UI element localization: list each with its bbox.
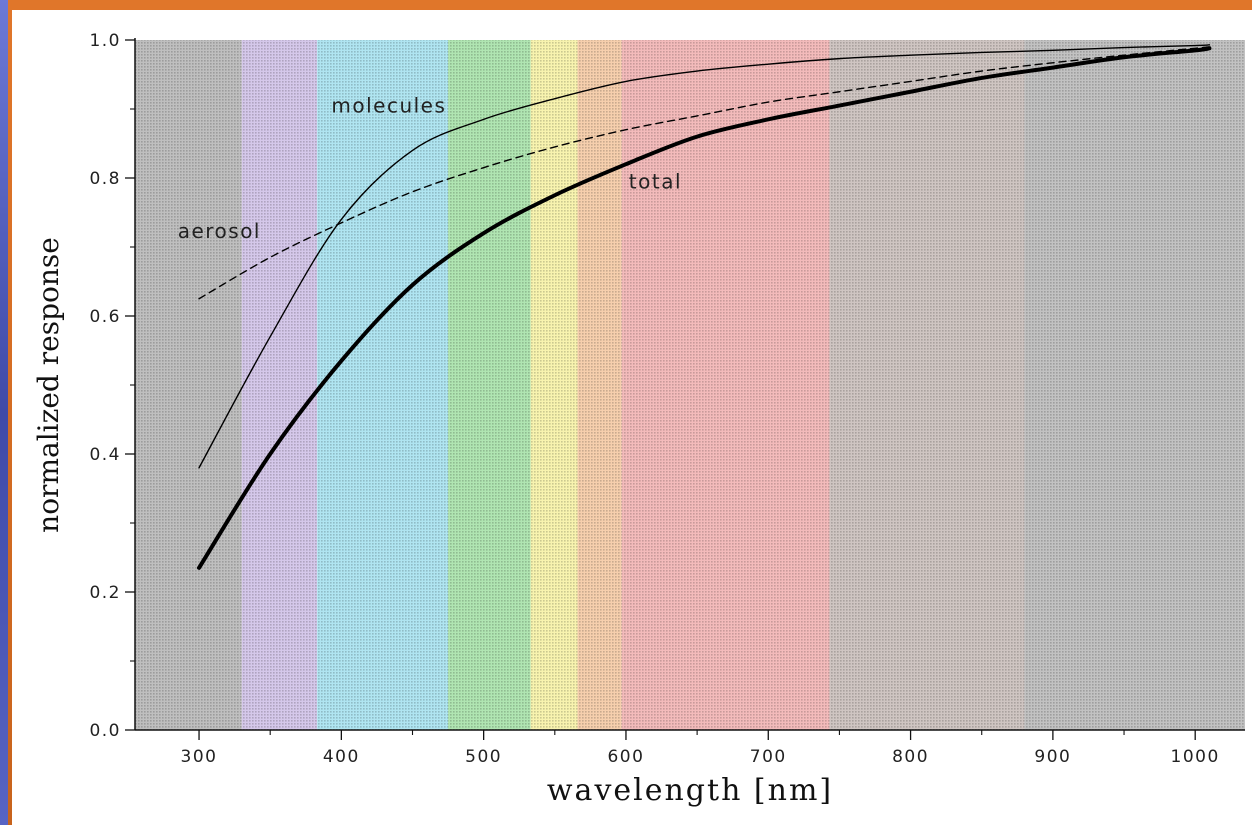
x-tick-label: 300 [181,747,218,767]
series-molecules-line [198,44,1211,469]
ticks: 0.0 0.2 0.4 0.6 0.8 1.0 300 400 500 600 700 800 900 1… [89,31,1220,767]
y-tick-label: 1.0 [89,31,121,51]
x-tick-label: 600 [607,747,644,767]
x-tick-label: 1000 [1171,747,1220,767]
series-total-line [197,46,1212,570]
series-aerosol-line [198,46,1211,300]
curve-label-total: total [629,169,682,193]
curve-label-molecules: molecules [331,93,446,117]
dot-texture-rect [135,40,1245,730]
y-tick-label: 0.8 [89,169,121,189]
y-tick-label: 0.2 [89,583,121,603]
y-tick-label: 0.4 [89,445,121,465]
y-tick-label: 0.0 [89,721,121,741]
curve-label-aerosol: aerosol [178,219,261,243]
dot-texture [135,40,1245,730]
y-axis-title: normalized response [32,237,65,533]
x-tick-label: 400 [323,747,360,767]
x-tick-label: 500 [465,747,502,767]
slide-left-stripe [0,0,8,825]
curves [197,44,1212,570]
x-tick-label: 700 [750,747,787,767]
axes [134,38,1245,731]
y-tick-label: 0.6 [89,307,121,327]
x-axis-title: wavelength [nm] [547,773,833,808]
x-tick-label: 800 [892,747,929,767]
x-tick-label: 900 [1034,747,1071,767]
labels: wavelength [nm] normalized response mole… [32,93,833,808]
